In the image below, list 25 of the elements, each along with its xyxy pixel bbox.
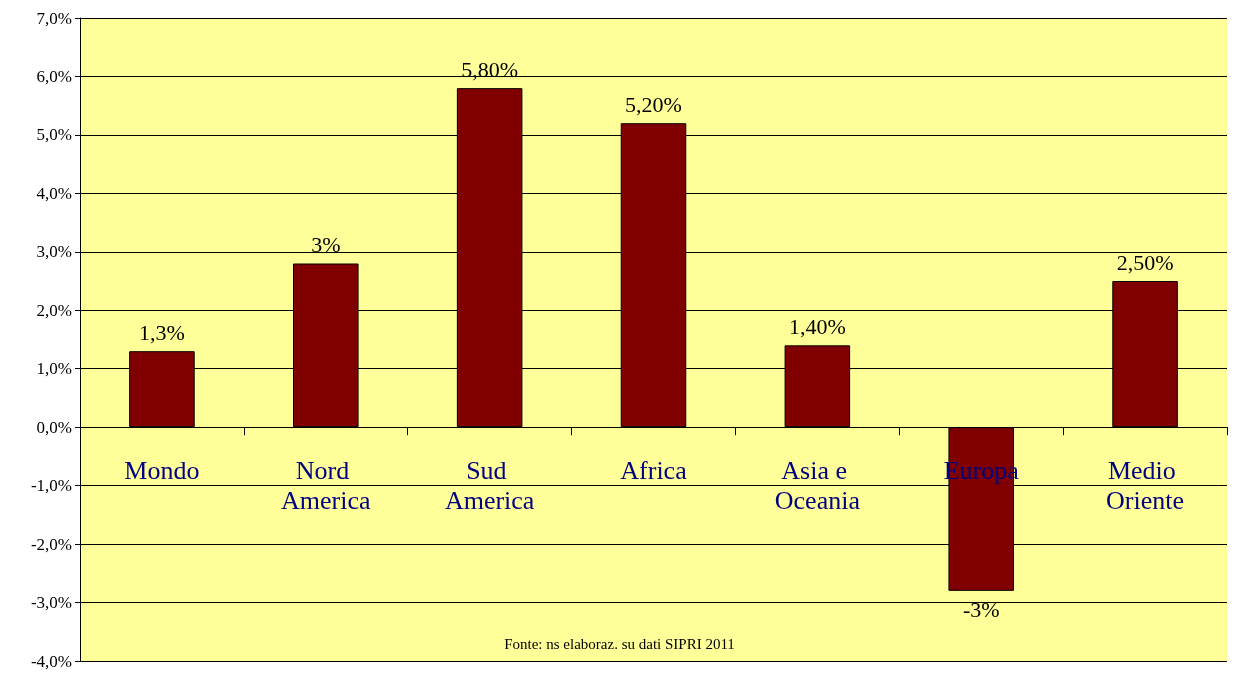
y-tick-label: 3,0%: [36, 242, 72, 262]
y-tick-label: -4,0%: [30, 651, 72, 671]
x-tick-label: Sud America: [444, 455, 535, 515]
y-tick-label: 2,0%: [36, 300, 72, 320]
x-tick-label: Asia e Oceania: [774, 455, 861, 515]
y-tick-label: 5,0%: [36, 125, 72, 145]
data-label: 5,20%: [625, 91, 682, 117]
y-tick-label: 6,0%: [36, 66, 72, 86]
data-label: 3%: [311, 232, 341, 258]
y-tick-label: 1,0%: [36, 359, 72, 379]
data-label: -3%: [962, 597, 1000, 623]
data-label: 2,50%: [1116, 249, 1174, 275]
data-label: 1,40%: [788, 313, 846, 339]
annotation: Fonte: ns elaboraz. su dati SIPRI 2011: [504, 635, 735, 652]
y-tick-label: -3,0%: [30, 593, 72, 613]
y-tick-label: 7,0%: [36, 8, 72, 28]
x-tick-label: Nord America: [281, 455, 371, 515]
x-tick-label: Medio Oriente: [1106, 455, 1185, 515]
x-tick-label: Africa: [620, 455, 688, 485]
x-tick-label: Mondo: [124, 455, 200, 485]
y-tick-label: -1,0%: [30, 476, 72, 496]
y-tick-label: -2,0%: [30, 534, 72, 554]
y-tick-label: 0,0%: [36, 417, 72, 437]
y-tick-label: 4,0%: [36, 183, 72, 203]
data-label: 1,3%: [139, 319, 185, 345]
